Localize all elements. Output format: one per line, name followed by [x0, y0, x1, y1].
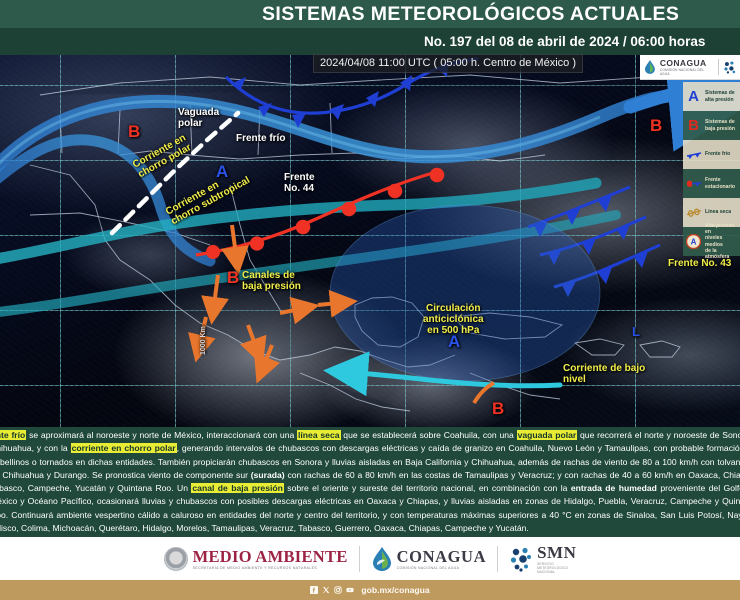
conagua-drop-icon — [644, 60, 655, 74]
header-subtitle-bar — [0, 28, 740, 55]
footer-social-bar: gob.mx/conagua — [0, 580, 740, 600]
page-title: SISTEMAS METEOROLÓGICOS ACTUALES — [262, 2, 680, 25]
map-scale-label: 1000 Km — [200, 326, 207, 355]
footer-url[interactable]: gob.mx/conagua — [361, 585, 430, 595]
footer-conagua-sub: COMISIÓN NACIONAL DEL AGUA — [396, 565, 460, 570]
map-label-frente-frio: Frente frío — [236, 133, 286, 144]
pressure-marker-high-north: A — [216, 162, 229, 181]
header-logo-divider — [718, 59, 720, 75]
cold-front-icon — [685, 150, 702, 159]
header-logo-conagua-sub: COMISIÓN NACIONAL DEL AGUA — [659, 68, 705, 76]
pressure-marker-low-small: L — [632, 324, 640, 339]
bulletin-paragraph: ente frío se aproximará al noroeste y no… — [0, 429, 740, 535]
footer-brand-conagua: CONAGUA COMISIÓN NACIONAL DEL AGUA — [371, 546, 486, 572]
header-title-bar — [0, 0, 740, 28]
smn-spiral-logo-icon — [510, 547, 532, 572]
footer-smn-sub: SERVICIO METEOROLÓGICO NACIONAL — [537, 561, 569, 574]
x-icon[interactable] — [322, 586, 330, 594]
legend-item-low-pressure: B Sistemas de baja presión — [683, 111, 740, 140]
pressure-marker-low-northwest: B — [128, 122, 141, 141]
pressure-marker-low-mexico-central: B — [227, 268, 240, 287]
legend-label-low-pressure: Sistemas de baja presión — [705, 119, 736, 132]
svg-text:A: A — [691, 238, 697, 247]
facebook-icon[interactable] — [310, 586, 319, 594]
map-label-vaguada-polar: Vaguada polar — [178, 107, 220, 129]
pressure-marker-high-gulf: A — [448, 332, 461, 351]
map-label-frente-44: Frente No. 44 — [284, 172, 315, 194]
footer-brand-medio-ambiente: MEDIO AMBIENTE SECRETARÍA DE MEDIO AMBIE… — [163, 546, 348, 571]
legend-label-cold-front: Frente frío — [705, 151, 731, 158]
mid-level-high-icon: A — [685, 234, 702, 249]
footer-conagua-name: CONAGUA — [396, 546, 487, 566]
dry-line-icon — [685, 208, 702, 217]
conagua-eagle-drop-icon — [372, 546, 391, 571]
legend-item-stationary-front: Frente estacionario — [683, 169, 740, 198]
footer-divider-1 — [358, 545, 360, 572]
pressure-marker-low-caribbean: B — [492, 399, 505, 418]
instagram-icon[interactable] — [334, 586, 342, 594]
legend-label-stationary-front: Frente estacionario — [705, 177, 736, 190]
footer-brand-smn: SMN SERVICIO METEOROLÓGICO NACIONAL — [509, 544, 576, 574]
header-logo-conagua: CONAGUA — [659, 58, 707, 68]
satellite-weather-map[interactable]: B B B B A A L Vaguada polar Frente frío … — [0, 55, 740, 427]
legend-item-high-pressure: A Sistemas de alta presión — [683, 82, 740, 111]
legend-label-high-pressure: Sistemas de alta presión — [705, 90, 735, 103]
youtube-icon[interactable] — [346, 586, 354, 594]
legend-label-mid-level-high: Alta presión en niveles medios de la atm… — [705, 222, 735, 260]
stationary-front-icon — [685, 179, 702, 188]
map-legend: A Sistemas de alta presión B Sistemas de… — [683, 82, 740, 260]
letter-b-icon: B — [688, 117, 699, 134]
bulletin-text-panel: ente frío se aproximará al noroeste y no… — [0, 427, 740, 535]
weather-systems-overlay — [0, 55, 740, 405]
bulletin-number-date: No. 197 del 08 de abril de 2024 / 06:00 … — [424, 34, 706, 49]
mexico-seal-icon — [163, 546, 188, 571]
map-label-circulacion-anticiclonica: Circulación anticiclónica en 500 hPa — [423, 303, 484, 336]
pressure-marker-low-north-atlantic: B — [650, 116, 663, 135]
footer-medio-ambiente-sub: SECRETARÍA DE MEDIO AMBIENTE Y RECURSOS … — [192, 565, 318, 570]
footer-medio-ambiente-name: MEDIO AMBIENTE — [192, 546, 348, 566]
map-label-frente-43: Frente No. 43 — [668, 258, 732, 269]
map-label-corriente-bajo-nivel: Corriente de bajo nivel — [563, 363, 646, 385]
map-label-canales-baja-presion: Canales de baja presión — [242, 270, 301, 292]
footer-divider-2 — [497, 545, 499, 572]
header-logo-strip: CONAGUA COMISIÓN NACIONAL DEL AGUA — [640, 55, 740, 80]
map-timestamp: 2024/04/08 11:00 UTC ( 05:00 h. Centro d… — [313, 54, 583, 73]
smn-spiral-icon — [724, 61, 736, 74]
legend-label-dry-line: Línea seca — [705, 209, 732, 216]
legend-item-dry-line: Línea seca — [683, 198, 740, 227]
legend-item-cold-front: Frente frío — [683, 140, 740, 169]
footer-smn-name: SMN — [537, 542, 577, 562]
letter-a-icon: A — [688, 88, 699, 105]
footer-logo-bar: MEDIO AMBIENTE SECRETARÍA DE MEDIO AMBIE… — [0, 537, 740, 580]
legend-item-mid-level-high: A Alta presión en niveles medios de la a… — [683, 223, 740, 260]
